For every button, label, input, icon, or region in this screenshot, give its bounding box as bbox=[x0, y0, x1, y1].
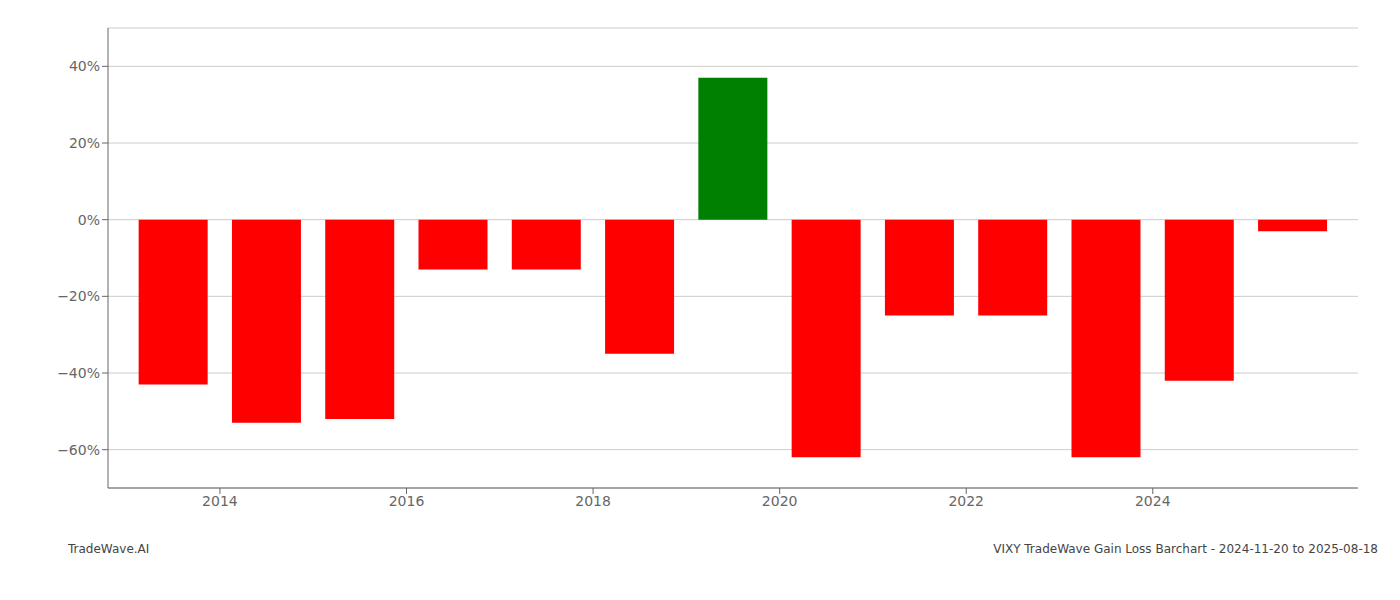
html-text:TradeWave.AI: TradeWave.AI bbox=[68, 542, 150, 556]
svg-text:−60%: −60% bbox=[57, 442, 100, 458]
svg-text:−20%: −20% bbox=[57, 288, 100, 304]
svg-text:2018: 2018 bbox=[575, 493, 611, 509]
svg-text:0%: 0% bbox=[78, 212, 100, 228]
svg-text:2020: 2020 bbox=[762, 493, 798, 509]
svg-text:−40%: −40% bbox=[57, 365, 100, 381]
html-text:VIXY TradeWave Gain Loss Barch: VIXY TradeWave Gain Loss Barchart - 2024… bbox=[993, 542, 1378, 556]
svg-text:40%: 40% bbox=[69, 58, 100, 74]
svg-text:2014: 2014 bbox=[202, 493, 238, 509]
svg-text:2024: 2024 bbox=[1135, 493, 1171, 509]
svg-text:2016: 2016 bbox=[389, 493, 425, 509]
svg-text:20%: 20% bbox=[69, 135, 100, 151]
svg-text:2022: 2022 bbox=[948, 493, 984, 509]
